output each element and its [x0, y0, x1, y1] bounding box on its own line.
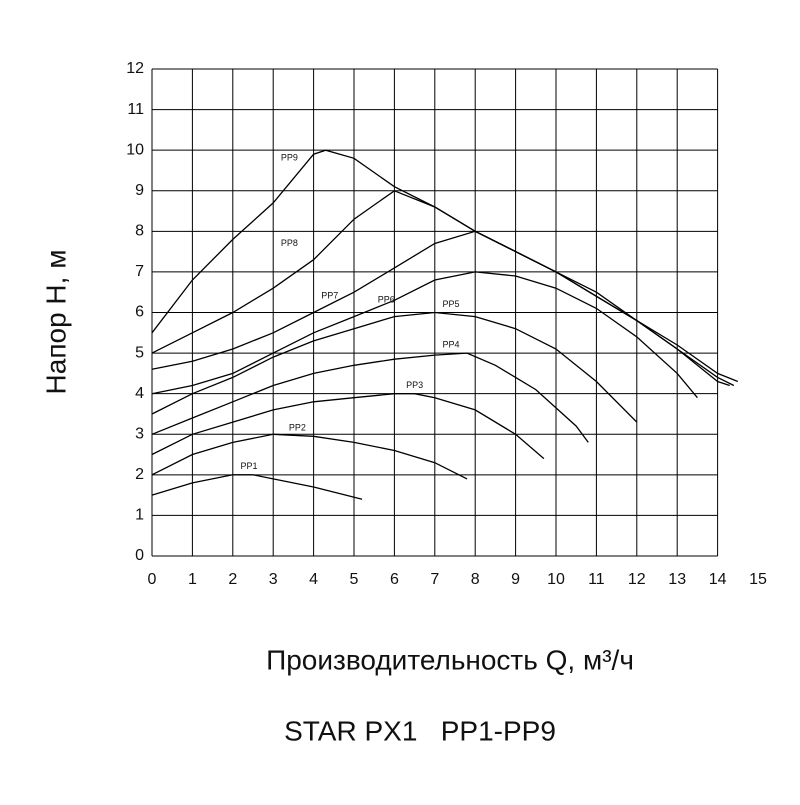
x-axis-label: Производительность Q, м³/ч: [266, 644, 634, 675]
series-line: [151, 352, 589, 443]
y-tick-label: 12: [126, 60, 144, 77]
y-tick-label: 9: [135, 182, 144, 199]
x-tick-label: 14: [709, 571, 727, 588]
x-tick-label: 1: [188, 571, 197, 588]
series-line: [151, 474, 363, 500]
y-tick-label: 0: [135, 547, 144, 564]
y-tick-label: 11: [127, 101, 144, 118]
y-tick-label: 5: [135, 344, 144, 361]
x-tick-label: 13: [668, 571, 686, 588]
series-label: PP6: [378, 295, 395, 305]
series-label: PP4: [442, 339, 459, 349]
series-label: PP3: [406, 380, 423, 390]
series-line: [151, 190, 735, 387]
x-tick-label: 6: [390, 571, 399, 588]
y-tick-label: 8: [135, 223, 144, 240]
y-tick-label: 1: [135, 507, 144, 524]
y-tick-label: 2: [135, 466, 144, 483]
x-tick-label: 3: [269, 571, 278, 588]
x-tick-label: 0: [148, 571, 157, 588]
y-axis-label: Напор Н, м: [40, 250, 71, 395]
x-tick-label: 7: [430, 571, 439, 588]
x-tick-label: 12: [628, 571, 646, 588]
y-tick-label: 3: [135, 425, 144, 442]
x-tick-label: 5: [350, 571, 359, 588]
y-tick-label: 6: [135, 304, 144, 321]
x-tick-label: 15: [749, 571, 767, 588]
x-tick-label: 2: [228, 571, 237, 588]
series-label: PP2: [289, 423, 306, 433]
x-tick-label: 8: [471, 571, 480, 588]
series-line: [151, 393, 545, 460]
y-tick-label: 4: [135, 385, 144, 402]
y-tick-label: 10: [126, 141, 144, 158]
series-line: [151, 311, 638, 423]
series-label: PP9: [281, 153, 298, 163]
x-tick-label: 10: [547, 571, 565, 588]
series-line: [151, 433, 468, 480]
x-tick-label: 11: [588, 571, 605, 588]
series-line: [151, 149, 739, 383]
y-tick-label: 7: [135, 263, 144, 280]
series-label: PP7: [321, 291, 338, 301]
series-line: [151, 271, 698, 399]
x-tick-label: 4: [309, 571, 318, 588]
chart-title: STAR PX1 PP1-PP9: [284, 715, 556, 746]
series-label: PP8: [281, 238, 298, 248]
x-tick-label: 9: [511, 571, 520, 588]
series-label: PP1: [240, 461, 257, 471]
series-label: PP5: [442, 299, 459, 309]
